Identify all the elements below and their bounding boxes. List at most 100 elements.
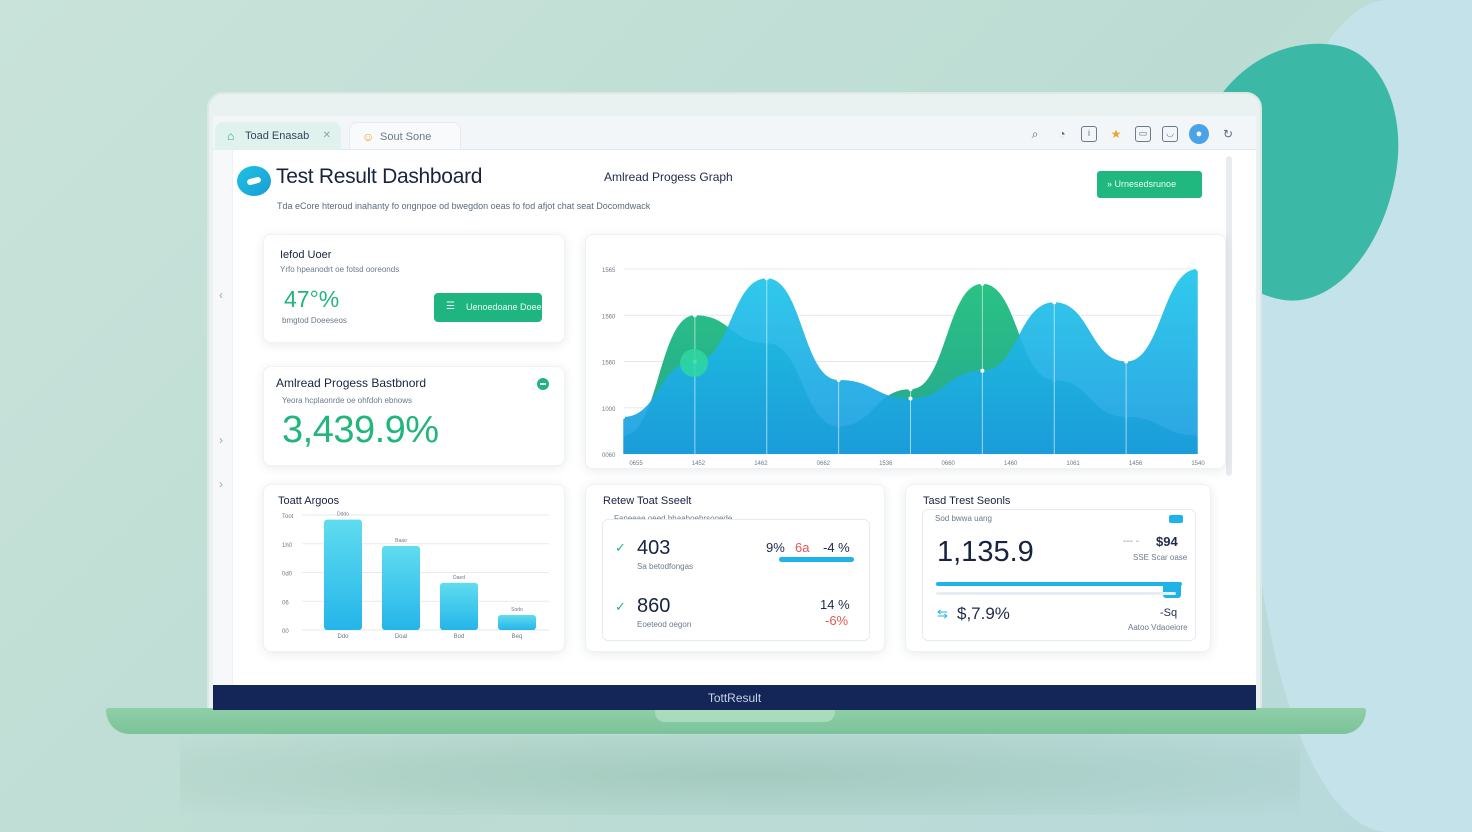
score-progress-handle[interactable]: [1163, 582, 1181, 598]
results-progress-bar: [779, 557, 854, 562]
star-icon[interactable]: ★: [1110, 127, 1122, 141]
score-side-prefix: --- -: [1123, 536, 1140, 547]
bar-value-label: Baao: [395, 538, 407, 544]
header-action-button[interactable]: » Urnesedsrunoe: [1097, 171, 1202, 198]
score-progress-bar: [936, 582, 1182, 586]
progress-card: Amlread Progess Bastbnord Yeora hcplaonr…: [263, 366, 565, 466]
y-tick-label: 1000: [602, 407, 616, 413]
x-tick-label: Ddo: [337, 634, 349, 640]
graph-heading: Amlread Progess Graph: [604, 170, 733, 184]
results-caption-2: Eoeteod oegon: [637, 620, 692, 629]
bar-chart: Toot 1h0 0d0 06 00 Dddo Ddo Baao Doal Daed Bod Sodo…: [282, 512, 549, 640]
y-tick-label: 1565: [602, 268, 616, 274]
tab-toad-enasab[interactable]: ⌂ Toad Enasab ✕: [215, 122, 341, 150]
data-point[interactable]: [908, 396, 913, 401]
card-subtitle: Sod bwwa uang: [935, 514, 992, 523]
minus-icon[interactable]: [537, 378, 549, 390]
x-tick-label: 0662: [817, 461, 831, 467]
avatar[interactable]: ●: [1189, 124, 1209, 144]
chevron-right-icon[interactable]: ›: [219, 433, 223, 447]
data-point[interactable]: [908, 387, 913, 392]
results-pct-right: -4 %: [823, 540, 850, 555]
tab-label: Sout Sone: [380, 131, 432, 143]
results-caption-1: Sa betodfongas: [637, 562, 694, 571]
x-tick-label: Doal: [395, 634, 407, 640]
bar-value-label: Sodo: [511, 607, 523, 613]
x-tick-label: Bod: [454, 634, 465, 640]
y-tick-label: Toot: [282, 514, 294, 520]
chevron-left-icon[interactable]: ‹: [219, 288, 223, 302]
y-tick-label: 1560: [602, 361, 616, 367]
eye-icon[interactable]: ◔: [1058, 127, 1066, 141]
score-bottom-caption: Aatoo Vdaoeiore: [1128, 623, 1188, 632]
data-point[interactable]: [980, 368, 985, 373]
data-point[interactable]: [980, 281, 985, 286]
progress-value: 3,439.9%: [282, 409, 439, 451]
x-tick-label: 1536: [879, 461, 893, 467]
results-pct-left: 9%: [766, 540, 785, 555]
user-card: Iefod Uoer Yrfo hpeanodrt oe fotsd ooreo…: [263, 234, 565, 343]
score-side-value: $94: [1156, 534, 1178, 549]
x-tick-label: Beq: [512, 634, 523, 640]
y-tick-label: 06: [282, 600, 289, 606]
x-tick-label: 1452: [692, 461, 706, 467]
bar-value-label: Dddo: [337, 512, 349, 518]
score-bottom-right: -Sq: [1160, 607, 1178, 619]
card-title: Toatt Argoos: [278, 495, 340, 507]
left-rail: ‹ › ›: [213, 150, 233, 685]
search-icon[interactable]: ⌕: [1031, 127, 1039, 141]
score-bottom-value: $,7.9%: [957, 604, 1010, 623]
arrow-icon: »: [1107, 179, 1113, 189]
page-subtitle: Tda eCore hteroud inahanty fo ongnpoe od…: [277, 201, 651, 211]
button-label: Uenoedoane Doee: [466, 302, 542, 312]
bar[interactable]: [498, 615, 536, 630]
floor-shadow: [180, 735, 1300, 815]
browser-toolbar: ⌂ Toad Enasab ✕ ☺ Sout Sone ⌕ ◔ i ★ ▭ ◡ …: [213, 116, 1256, 150]
swap-icon: ⇆: [937, 606, 948, 621]
list-icon: ☰: [446, 301, 455, 312]
card-subtitle: Yrfo hpeanodrt oe fotsd ooreonds: [280, 265, 400, 274]
data-point[interactable]: [1052, 300, 1057, 305]
user-action-button[interactable]: ☰ Uenoedoane Doee: [434, 293, 542, 322]
score-value: 1,135.9: [937, 536, 1034, 568]
laptop-notch: [655, 708, 835, 722]
tab-sout-sone[interactable]: ☺ Sout Sone: [349, 122, 461, 150]
data-point[interactable]: [836, 378, 841, 382]
close-icon[interactable]: ✕: [322, 130, 331, 141]
window-icon[interactable]: ▭: [1135, 126, 1151, 142]
progress-graph-card: 1565 1560 1560 1000 0060 0655 1452 1462 0662 1536…: [585, 234, 1226, 469]
tab-label: Toad Enasab: [245, 130, 310, 142]
y-tick-label: 0060: [602, 453, 616, 459]
highlight-marker[interactable]: [680, 349, 708, 377]
score-card: Tasd Trest Seonls Sod bwwa uang 1,135.9 …: [905, 484, 1211, 652]
bar-value-label: Daed: [453, 575, 465, 581]
bar[interactable]: [440, 582, 478, 630]
page-title: Test Result Dashboard: [276, 165, 483, 188]
card-title: Retew Toat Sseelt: [603, 495, 692, 507]
scrollbar[interactable]: [1226, 156, 1232, 476]
area-chart: 1565 1560 1560 1000 0060 0655 1452 1462 0662 1536…: [602, 267, 1205, 467]
x-tick-label: 0655: [629, 461, 643, 467]
info-icon[interactable]: i: [1081, 126, 1097, 142]
y-tick-label: 1560: [602, 314, 616, 320]
x-tick-label: 1540: [1191, 461, 1205, 467]
chevron-right-icon[interactable]: ›: [219, 477, 223, 491]
check-icon: ✓: [615, 599, 626, 614]
data-point[interactable]: [764, 276, 769, 281]
bar[interactable]: [382, 546, 420, 630]
bar[interactable]: [324, 519, 362, 630]
data-point[interactable]: [621, 415, 625, 419]
card-subtitle: Faneeae oeed bhaaboehrsooede: [614, 514, 732, 523]
chat-icon[interactable]: ◡: [1162, 126, 1178, 142]
y-tick-label: 0d0: [282, 572, 293, 578]
y-tick-label: 1h0: [282, 543, 293, 549]
refresh-icon[interactable]: ↻: [1222, 127, 1234, 141]
user-percentage: 47°%: [284, 286, 340, 312]
x-tick-label: 0660: [942, 461, 956, 467]
data-point[interactable]: [1124, 359, 1129, 364]
toolbar-icons: ⌕ ◔ i ★ ▭ ◡ ● ↻: [1027, 124, 1236, 144]
data-point[interactable]: [692, 313, 697, 318]
x-tick-label: 1460: [1004, 461, 1018, 467]
data-point[interactable]: [1196, 267, 1200, 271]
results-value-1: 403: [637, 537, 671, 559]
